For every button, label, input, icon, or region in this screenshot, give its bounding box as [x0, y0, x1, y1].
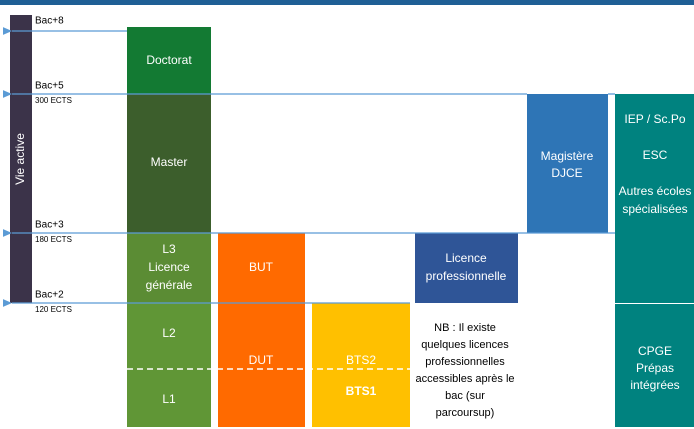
note-line: parcoursup) [436, 407, 495, 419]
label: spécialisées [622, 202, 687, 216]
box-master [127, 94, 211, 233]
box-magistere [527, 94, 608, 233]
note: NB : Il existe quelques licences profess… [415, 322, 514, 419]
note-line: accessibles après le [415, 373, 514, 385]
box-licence-pro [415, 233, 518, 303]
label: L1 [162, 392, 176, 406]
box-l1-l2 [127, 303, 211, 427]
label: intégrées [630, 378, 679, 392]
level-label: Bac+5 [35, 81, 64, 92]
box-cpge [615, 304, 694, 427]
label: Licence [445, 251, 487, 265]
level-label: Bac+3 [35, 220, 64, 231]
label: BTS1 [346, 384, 377, 398]
label: professionnelle [426, 269, 507, 283]
note-line: professionnelles [425, 356, 505, 368]
side-label: Vie active [13, 133, 27, 185]
level-ects: 300 ECTS [35, 96, 72, 105]
label: DJCE [551, 166, 582, 180]
box-bts [312, 303, 410, 427]
label: BTS2 [346, 353, 376, 367]
label: ESC [643, 148, 668, 162]
level-ects: 120 ECTS [35, 305, 72, 314]
label: générale [146, 278, 193, 292]
label: BUT [249, 260, 274, 274]
note-line: quelques licences [421, 339, 509, 351]
label: CPGE [638, 344, 672, 358]
label: Autres écoles [619, 184, 692, 198]
label: Master [151, 155, 188, 169]
side-bar [10, 15, 32, 303]
level-label: Bac+8 [35, 16, 64, 27]
box-ecoles [615, 94, 694, 303]
label: DUT [249, 353, 274, 367]
label: L2 [162, 326, 176, 340]
label: IEP / Sc.Po [624, 112, 685, 126]
level-ects: 180 ECTS [35, 235, 72, 244]
box-dut [218, 303, 305, 427]
label: Magistère [541, 149, 594, 163]
note-line: bac (sur [445, 390, 485, 402]
label: Prépas [636, 361, 674, 375]
label: L3 [162, 242, 176, 256]
level-label: Bac+2 [35, 290, 64, 301]
box-licence [127, 233, 211, 303]
note-line: NB : Il existe [434, 322, 496, 334]
label: Licence [148, 260, 190, 274]
box-doctorat [127, 27, 211, 94]
label: Doctorat [146, 53, 192, 67]
top-bar [0, 0, 694, 5]
box-but [218, 233, 305, 303]
